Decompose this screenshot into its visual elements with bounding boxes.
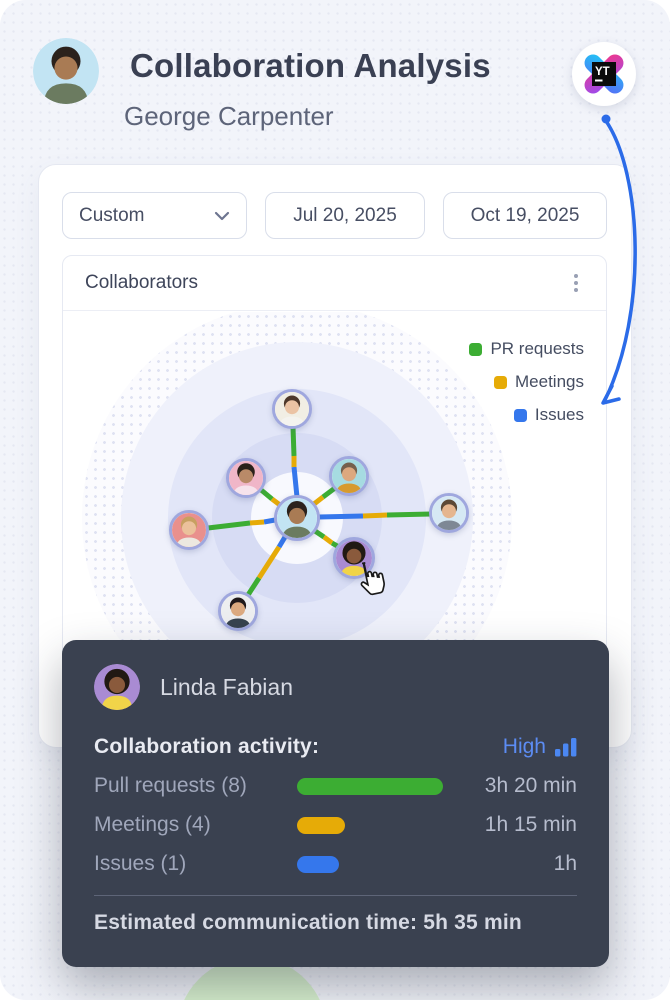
graph-node-linda[interactable]	[333, 537, 375, 579]
activity-row: Collaboration activity: High	[94, 733, 577, 761]
stat-bar-meetings	[297, 816, 345, 834]
date-to-value: Oct 19, 2025	[470, 204, 580, 226]
stat-row-pull-requests: Pull requests (8) 3h 20 min	[94, 772, 577, 800]
stat-bar-issues	[297, 855, 339, 873]
bar-chart-icon	[555, 737, 577, 756]
legend-label-meetings: Meetings	[515, 372, 584, 391]
range-select[interactable]: Custom	[62, 192, 247, 239]
filters-row: Custom Jul 20, 2025 Oct 19, 2025	[62, 192, 607, 239]
user-name: George Carpenter	[124, 101, 334, 131]
legend-label-pr: PR requests	[490, 339, 584, 358]
legend-label-issues: Issues	[534, 405, 584, 424]
activity-label: Collaboration activity:	[94, 735, 320, 758]
panel-title: Collaborators	[85, 272, 198, 293]
graph-legend: PR requests Meetings Issues	[469, 339, 584, 425]
graph-node-bottom[interactable]	[218, 591, 258, 631]
date-from-value: Jul 20, 2025	[293, 204, 397, 226]
stat-label: Meetings (4)	[94, 813, 211, 836]
graph-node-center-george[interactable]	[274, 495, 320, 541]
stat-row-issues: Issues (1) 1h	[94, 850, 577, 878]
activity-value: High	[503, 735, 577, 759]
legend-swatch-meetings	[494, 375, 508, 389]
graph-node-left[interactable]	[169, 510, 209, 550]
svg-text:YT: YT	[595, 66, 610, 78]
date-to-field[interactable]: Oct 19, 2025	[443, 192, 607, 239]
tooltip-header: Linda Fabian	[94, 664, 577, 710]
stat-row-meetings: Meetings (4) 1h 15 min	[94, 811, 577, 839]
avatar	[33, 38, 99, 104]
graph-node-right[interactable]	[429, 493, 469, 533]
stat-bar-pull-requests	[297, 777, 443, 795]
estimated-time-text: Estimated communication time: 5h 35 min	[94, 911, 522, 934]
tooltip-avatar	[94, 664, 140, 710]
tooltip-divider	[94, 895, 577, 896]
stat-label: Pull requests (8)	[94, 774, 247, 797]
stat-value: 1h 15 min	[484, 813, 577, 836]
legend-swatch-pr	[469, 342, 483, 356]
date-from-field[interactable]: Jul 20, 2025	[265, 192, 425, 239]
tooltip-collaborator-name: Linda Fabian	[160, 673, 293, 700]
legend-item-pr-requests: PR requests	[469, 339, 584, 359]
youtrack-logo-icon: YT	[584, 54, 624, 94]
stat-value: 3h 20 min	[484, 774, 577, 797]
legend-item-issues: Issues	[513, 405, 584, 425]
collaborator-tooltip: Linda Fabian Collaboration activity: Hig…	[62, 640, 609, 967]
chevron-down-icon	[214, 211, 230, 220]
stat-value: 1h	[553, 852, 577, 875]
range-select-value: Custom	[79, 204, 145, 226]
activity-level-text: High	[502, 735, 546, 758]
stat-label: Issues (1)	[94, 852, 187, 875]
kebab-menu-icon[interactable]	[568, 268, 584, 298]
graph-node-upper-left[interactable]	[226, 458, 266, 498]
youtrack-logo[interactable]: YT	[572, 42, 636, 106]
collaborators-panel-header: Collaborators	[63, 256, 606, 311]
legend-swatch-issues	[513, 408, 527, 422]
graph-edges	[207, 426, 432, 597]
graph-node-upper-right[interactable]	[329, 456, 369, 496]
page-title: Collaboration Analysis	[130, 47, 491, 84]
graph-node-top[interactable]	[272, 389, 312, 429]
legend-item-meetings: Meetings	[494, 372, 584, 392]
